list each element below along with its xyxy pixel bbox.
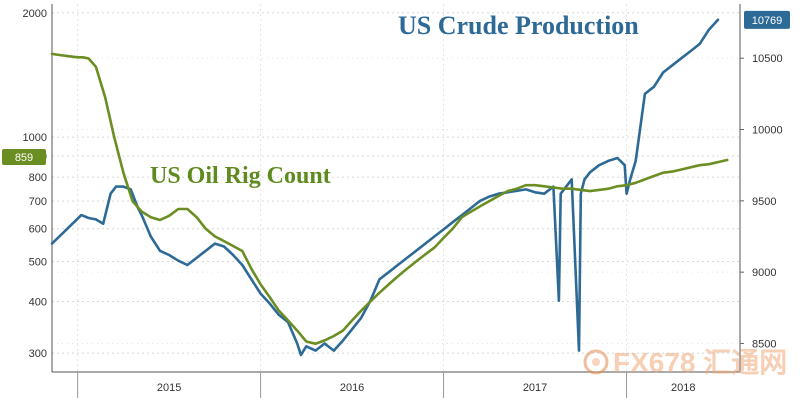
right-axis: 10500 10000 9500 9000 8500	[739, 4, 783, 372]
left-tick-label: 700	[29, 196, 47, 208]
left-tick-label: 2000	[23, 8, 47, 20]
series-line-us-oil-rig-count	[50, 52, 729, 346]
watermark: FX678 汇通网	[583, 347, 787, 378]
annotation-us-crude-production: US Crude Production	[398, 11, 639, 40]
x-axis: 2015 2016 2017 2018	[52, 371, 740, 398]
badge-production-last-value: 10769	[752, 15, 783, 27]
last-value-badges: 10769 859	[2, 10, 790, 166]
annotation-us-oil-rig-count: US Oil Rig Count	[150, 163, 331, 189]
left-tick-label: 1000	[23, 132, 47, 144]
left-tick-label: 600	[29, 224, 47, 236]
x-tick-label-2015: 2015	[157, 382, 181, 394]
x-tick-label-2018: 2018	[671, 382, 695, 394]
badge-production-last	[744, 10, 790, 29]
series-layer	[50, 18, 729, 357]
watermark-logo-icon	[583, 349, 609, 375]
right-tick-label: 8500	[752, 338, 776, 350]
right-tick-label: 9000	[752, 267, 776, 279]
left-tick-label: 800	[29, 172, 47, 184]
right-tick-label: 10500	[752, 53, 783, 65]
x-tick-label-2017: 2017	[523, 382, 547, 394]
gridlines	[52, 4, 740, 372]
x-tick-label-2016: 2016	[340, 382, 364, 394]
series-line-us-crude-production	[50, 18, 720, 357]
left-tick-label: 400	[29, 296, 47, 308]
badge-rig-last-value: 859	[15, 152, 33, 164]
badge-rig-last	[2, 149, 46, 166]
right-tick-label: 9500	[752, 196, 776, 208]
left-tick-label: 500	[29, 256, 47, 268]
watermark-text: FX678 汇通网	[613, 347, 787, 378]
left-tick-label: 300	[29, 348, 47, 360]
right-tick-label: 10000	[752, 125, 783, 137]
